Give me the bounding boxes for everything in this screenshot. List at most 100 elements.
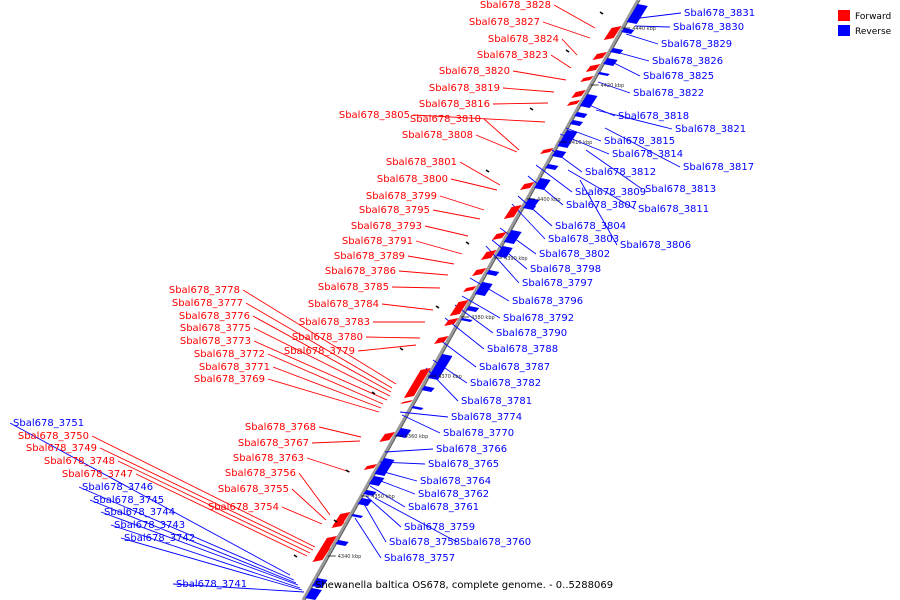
forward-gene-block: [379, 432, 395, 442]
gene-label: Sbal678_3770: [443, 428, 514, 439]
leader-line: [120, 537, 303, 591]
leader-line: [415, 240, 463, 255]
gene-label: Sbal678_3773: [180, 336, 251, 347]
leader-line: [391, 286, 441, 289]
forward-gene-block: [449, 300, 469, 316]
leader-line: [365, 336, 421, 339]
forward-gene-block: [312, 548, 331, 562]
gene-label: Sbal678_3749: [26, 443, 97, 454]
axis-marker: [399, 347, 404, 351]
axis-marker: [293, 554, 298, 558]
gene-label: Sbal678_3796: [512, 296, 583, 307]
reverse-gene-block: [335, 540, 349, 546]
gene-label: Sbal678_3802: [539, 249, 610, 260]
leader-line: [439, 339, 477, 368]
leader-line: [374, 497, 458, 543]
gene-label: Sbal678_3817: [683, 162, 754, 173]
legend-forward-label: Forward: [855, 12, 891, 22]
gene-label: Sbal678_3809: [575, 187, 646, 198]
gene-label: Sbal678_3789: [334, 251, 405, 262]
gene-label: Sbal678_3806: [620, 240, 691, 251]
scale-ticks: 4440 kbp 4420 kbp 4410 kbp 4400 kbp 4390 kbp…: [327, 26, 656, 560]
leader-line: [100, 511, 299, 586]
gene-label: Sbal678_3799: [366, 191, 437, 202]
gene-label: Sbal678_3746: [82, 482, 153, 493]
gene-label: Sbal678_3765: [428, 459, 499, 470]
leader-line: [369, 485, 406, 508]
scale-tick-label: 4350 kbp: [371, 494, 395, 500]
axis-marker: [345, 469, 350, 473]
gene-label: Sbal678_3824: [488, 34, 559, 45]
leader-line: [469, 277, 510, 302]
leader-line: [450, 178, 498, 191]
axis-marker: [529, 107, 534, 111]
leader-line: [512, 70, 567, 81]
leader-line: [424, 225, 469, 237]
gene-label: Sbal678_3816: [419, 99, 490, 110]
gene-label: Sbal678_3747: [62, 469, 133, 480]
reverse-gene-block: [533, 178, 551, 190]
gene-label: Sbal678_3775: [180, 323, 251, 334]
gene-label: Sbal678_3755: [218, 484, 289, 495]
reverse-gene-block: [460, 318, 473, 322]
leader-line: [567, 169, 636, 210]
gene-label: Sbal678_3791: [342, 236, 413, 247]
leader-line: [311, 440, 361, 444]
gene-label: Sbal678_3810: [410, 114, 481, 125]
leader-line: [585, 149, 643, 190]
gene-label: Sbal678_3774: [451, 412, 522, 423]
forward-gene-block: [403, 368, 431, 398]
axis-marker: [565, 49, 570, 53]
leader-line: [615, 51, 650, 62]
leader-line: [550, 54, 572, 69]
axis-marker: [435, 305, 440, 309]
leader-line: [439, 195, 485, 211]
gene-label: Sbal678_3784: [308, 299, 379, 310]
forward-gene-block: [400, 400, 413, 404]
scale-tick-label: 4370 kbp: [438, 374, 462, 380]
gene-label: Sbal678_3815: [604, 136, 675, 147]
reverse-gene-block: [545, 164, 559, 170]
reverse-gene-block: [569, 120, 584, 126]
gene-label: Sbal678_3786: [325, 266, 396, 277]
gene-label: Sbal678_3788: [487, 344, 558, 355]
leader-line: [491, 239, 528, 270]
leader-line: [542, 21, 591, 39]
gene-label: Sbal678_3764: [420, 476, 491, 487]
leader-line: [565, 127, 602, 142]
gene-label: Sbal678_3808: [402, 130, 473, 141]
axis-marker: [465, 241, 470, 245]
gene-label: Sbal678_3812: [585, 167, 656, 178]
legend: Forward Reverse: [838, 10, 892, 37]
forward-gene-block: [566, 100, 581, 106]
gene-label: Sbal678_3750: [18, 431, 89, 442]
forward-gene-block: [503, 205, 522, 219]
leader-line: [639, 12, 682, 19]
leader-line: [461, 295, 501, 319]
leader-line: [91, 435, 316, 548]
scale-tick-label: 4380 kbp: [471, 315, 495, 321]
gene-label: Sbal678_3813: [645, 184, 716, 195]
gene-label: Sbal678_3766: [436, 444, 507, 455]
reverse-gene-block: [597, 72, 610, 76]
leader-lines: [9, 4, 682, 593]
leader-line: [398, 270, 449, 276]
reverse-gene-block: [305, 588, 322, 600]
gene-label: Sbal678_3769: [194, 374, 265, 385]
gene-label: Sbal678_3825: [643, 71, 714, 82]
gene-label: Sbal678_3805: [339, 110, 410, 121]
leader-line: [483, 118, 520, 151]
gene-label: Sbal678_3792: [503, 313, 574, 324]
gene-label: Sbal678_3742: [124, 533, 195, 544]
reverse-gene-block: [374, 458, 395, 476]
scale-tick-label: 4360 kbp: [405, 434, 429, 440]
leader-line: [401, 414, 441, 434]
forward-gene-block: [480, 250, 497, 260]
leader-line: [535, 164, 573, 193]
leader-line: [517, 195, 553, 227]
gene-label: Sbal678_3787: [479, 362, 550, 373]
leader-line: [579, 179, 618, 246]
leader-line: [78, 486, 295, 581]
gene-label: Sbal678_3759: [404, 522, 475, 533]
